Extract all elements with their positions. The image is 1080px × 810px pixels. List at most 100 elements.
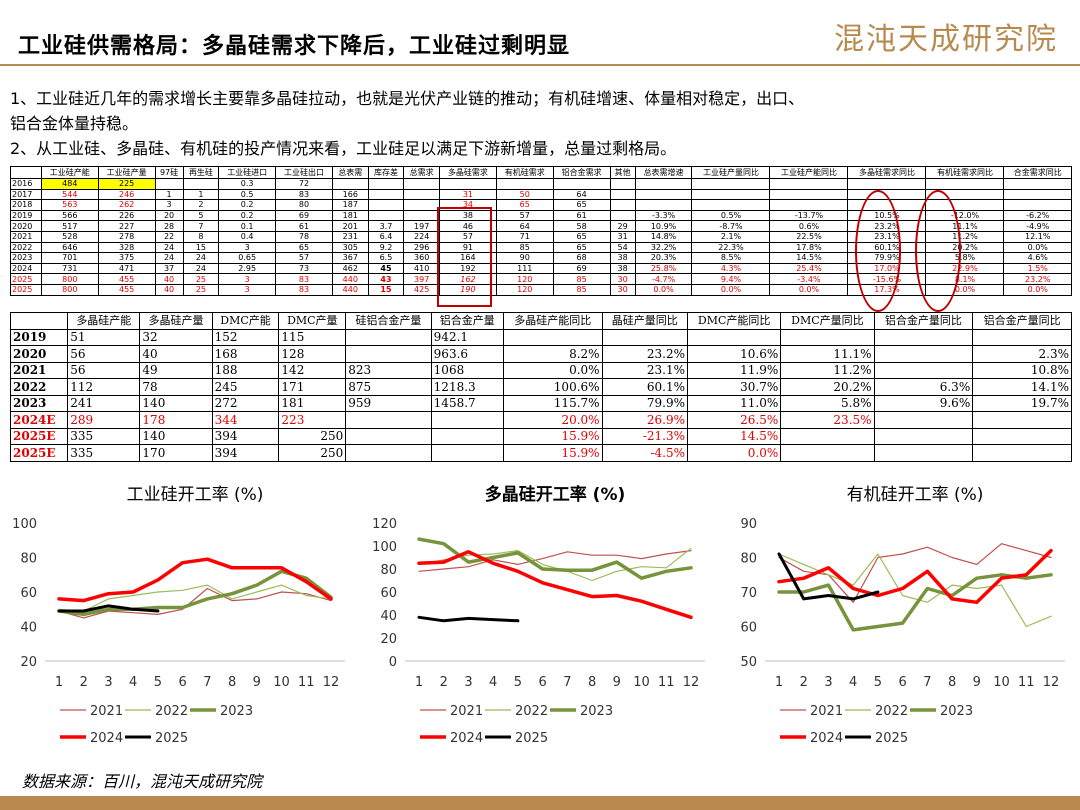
table-row: 2024E 289 178 344 223 20.0% 26.9% 26.5% 23.5%: [9, 411, 1072, 429]
table-row: 2023 701 375 24 24 0.65 57 367 6.5 360 164 90 68 38 20…: [10, 252, 1072, 264]
x-tick-label: 6: [898, 675, 906, 690]
header-cell: 工业硅产能: [40, 166, 99, 179]
series-line-2021: [778, 543, 1052, 603]
table-cell: [873, 345, 974, 363]
table-cell: 394: [211, 427, 280, 445]
table-cell: 2019: [10, 209, 42, 222]
header-cell: 多晶硅产量: [139, 312, 213, 330]
table-cell: [403, 199, 440, 211]
table-cell: 823: [345, 361, 432, 379]
table-cell: 646: [40, 241, 99, 254]
table-cell: 73: [275, 262, 333, 275]
table-cell: 296: [403, 241, 440, 254]
table-cell: 11.9%: [687, 361, 782, 379]
table-cell: [925, 178, 1005, 190]
header-cell: 再生硅: [182, 166, 220, 179]
table-cell: 440: [331, 283, 369, 296]
table-cell: 152: [211, 328, 280, 346]
table-cell: 11.2%: [780, 361, 875, 379]
table-cell: [430, 444, 504, 462]
header-cell: 铝合金需求: [552, 166, 611, 179]
table-cell: -6.2%: [1003, 209, 1072, 222]
table-cell: [403, 188, 440, 201]
header-cell: 总表需: [331, 166, 369, 179]
table-cell: 188: [211, 361, 280, 379]
y-tick-label: 80: [740, 552, 757, 567]
table-cell: 4.6%: [1003, 252, 1072, 264]
table-cell: 3: [218, 283, 277, 296]
table-cell: 50: [495, 188, 554, 201]
header-cell: 铝合金产量同比: [972, 312, 1072, 330]
x-tick-label: 4: [129, 675, 137, 690]
table-cell: 45: [367, 262, 405, 275]
table-row: 2016 484 225 0.3 72: [10, 178, 1072, 190]
header-cell: 有机硅需求同比: [925, 166, 1005, 179]
table-cell: 2: [182, 199, 220, 211]
table-cell: 65: [495, 199, 554, 211]
table-cell: 40: [154, 273, 184, 285]
table-cell: 1.5%: [1003, 262, 1072, 275]
header-row: 多晶硅产能 多晶硅产量 DMC产能 DMC产量 硅铝合金产量 铝合金产量 多晶硅产能同比 晶硅…: [9, 312, 1072, 330]
table-cell: 2025E: [9, 444, 69, 462]
table-cell: 6.5: [367, 252, 405, 264]
table-cell: [691, 199, 771, 211]
data-source: 数据来源：百川，混沌天成研究院: [22, 772, 263, 791]
table-cell: [345, 328, 432, 346]
legend-label-2021: 2021: [450, 704, 483, 719]
table-cell: 178: [139, 411, 213, 429]
x-tick-label: 5: [514, 675, 522, 690]
header-cell: 工业硅出口: [275, 166, 333, 179]
x-tick-label: 2: [80, 675, 88, 690]
table-cell: 3.7: [367, 220, 405, 232]
table-cell: [780, 444, 875, 462]
table-cell: 11.1%: [780, 345, 875, 363]
table-cell: [367, 199, 405, 211]
table-cell: 60.1%: [601, 378, 689, 396]
table-cell: 305: [331, 241, 369, 254]
x-tick-label: 10: [633, 675, 650, 690]
legend-label-2025: 2025: [155, 731, 188, 746]
x-tick-label: 3: [464, 675, 472, 690]
table-cell: 83: [275, 283, 333, 296]
table-cell: 0.0%: [687, 444, 782, 462]
table-cell: 115: [278, 328, 347, 346]
y-tick-label: 80: [380, 563, 397, 578]
table-cell: 12.1%: [1003, 230, 1072, 243]
table-cell: -4.9%: [1003, 220, 1072, 232]
table-cell: [1003, 178, 1072, 190]
y-tick-label: 50: [740, 655, 757, 670]
table-cell: 142: [278, 361, 347, 379]
legend-label-2022: 2022: [515, 704, 548, 719]
table-cell: [972, 444, 1072, 462]
table-cell: 5.8%: [780, 394, 875, 412]
table-cell: 25.4%: [769, 262, 849, 275]
table-cell: [403, 209, 440, 222]
table-cell: [439, 178, 497, 190]
table-cell: 166: [331, 188, 369, 201]
legend-label-2023: 2023: [220, 704, 253, 719]
table-row: 2025E 335 170 394 250 15.9% -4.5% 0.0%: [9, 444, 1072, 462]
table-cell: 2025E: [9, 427, 69, 445]
table-cell: 24: [182, 262, 220, 275]
table-cell: 120: [495, 273, 554, 285]
x-tick-label: 9: [253, 675, 261, 690]
table-cell: 440: [331, 273, 369, 285]
table-cell: [769, 178, 849, 190]
y-tick-label: 60: [740, 621, 757, 636]
table-cell: 8.2%: [502, 345, 603, 363]
table-cell: 241: [67, 394, 141, 412]
series-line-2024: [57, 557, 333, 603]
table-cell: 58: [552, 220, 611, 232]
legend-label-2024: 2024: [450, 731, 483, 746]
table-cell: 25.8%: [634, 262, 693, 275]
table-cell: [873, 427, 974, 445]
table-cell: 68: [552, 252, 611, 264]
table-cell: -3.4%: [769, 273, 849, 285]
x-tick-label: 9: [973, 675, 981, 690]
table-cell: 71: [495, 230, 554, 243]
y-tick-label: 120: [372, 517, 397, 532]
table-cell: -3.3%: [634, 209, 693, 222]
table-cell: 32: [139, 328, 213, 346]
table-cell: [1003, 199, 1072, 211]
x-tick-label: 11: [658, 675, 675, 690]
